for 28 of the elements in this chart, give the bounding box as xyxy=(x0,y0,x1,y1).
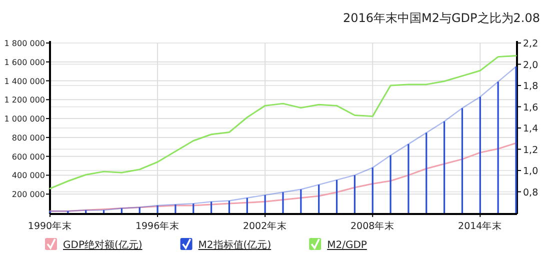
x-tick-label: 1990年末 xyxy=(28,220,72,232)
y-tick-label: 600 000 xyxy=(12,152,45,162)
legend-label: M2指标值(亿元) xyxy=(198,239,272,251)
line-series xyxy=(49,142,517,212)
x-tick-label: 1996年末 xyxy=(135,220,180,232)
y-tick-label: 1 000 000 xyxy=(4,114,45,124)
y2-tick-label: 2,2 xyxy=(523,38,538,50)
y2-tick-label: 1,6 xyxy=(523,102,538,114)
y-tick-label: 1 400 000 xyxy=(4,76,45,86)
y-tick-label: 1 800 000 xyxy=(4,39,45,48)
x-tick-label: 2014年末 xyxy=(458,220,502,232)
chart-title: 2016年末中国M2与GDP之比为2.08 xyxy=(342,11,540,25)
y-tick-label: 1 200 000 xyxy=(4,96,45,105)
legend-label: M2/GDP xyxy=(327,240,367,251)
y2-tick-label: 2,0 xyxy=(523,60,538,71)
legend-label: GDP绝对额(亿元) xyxy=(63,239,142,251)
y-tick-label: 200 000 xyxy=(12,190,45,200)
y-tick-label: 800 000 xyxy=(12,133,45,142)
y2-tick-label: 1,2 xyxy=(523,144,538,156)
y2-tick-label: 0,8 xyxy=(523,187,538,198)
y2-tick-label: 1,0 xyxy=(523,166,538,177)
y-tick-label: 400 000 xyxy=(12,171,45,180)
y-tick-label: 1 600 000 xyxy=(4,58,45,67)
y2-tick-label: 1,8 xyxy=(523,81,538,92)
line-series xyxy=(49,55,517,190)
y2-tick-label: 1,4 xyxy=(523,124,538,134)
x-tick-label: 2008年末 xyxy=(350,220,395,232)
x-tick-label: 2002年末 xyxy=(242,220,288,232)
